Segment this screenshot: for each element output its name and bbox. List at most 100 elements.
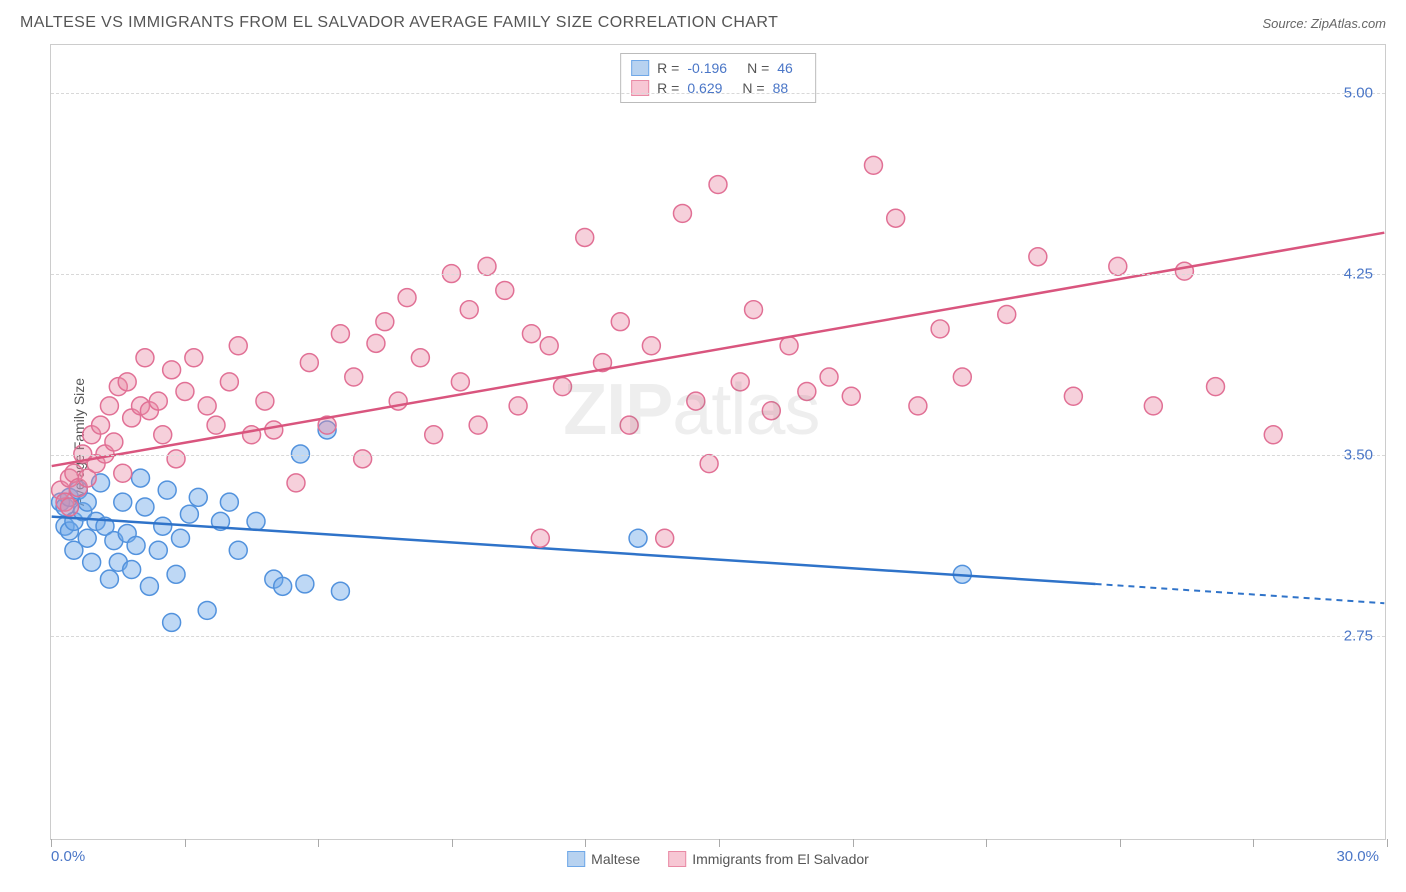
data-point — [163, 613, 181, 631]
stat-n-value: 46 — [777, 60, 793, 76]
data-point — [296, 575, 314, 593]
trend-line — [52, 233, 1385, 466]
data-point — [469, 416, 487, 434]
data-point — [398, 289, 416, 307]
data-point — [140, 577, 158, 595]
data-point — [998, 306, 1016, 324]
legend-swatch — [567, 851, 585, 867]
data-point — [180, 505, 198, 523]
chart-title: MALTESE VS IMMIGRANTS FROM EL SALVADOR A… — [20, 14, 778, 32]
data-point — [620, 416, 638, 434]
data-point — [83, 553, 101, 571]
trend-line — [52, 517, 1096, 584]
data-point — [1264, 426, 1282, 444]
data-point — [540, 337, 558, 355]
data-point — [220, 373, 238, 391]
data-point — [820, 368, 838, 386]
grid-line — [51, 455, 1385, 456]
stat-r-value: -0.196 — [687, 60, 727, 76]
data-point — [78, 529, 96, 547]
data-point — [451, 373, 469, 391]
data-point — [118, 373, 136, 391]
data-point — [554, 378, 572, 396]
data-point — [345, 368, 363, 386]
y-tick-label: 4.25 — [1344, 266, 1373, 283]
stat-r-label: R = — [657, 60, 679, 76]
x-tick-mark — [1253, 839, 1254, 847]
data-point — [656, 529, 674, 547]
data-point — [114, 493, 132, 511]
y-tick-label: 5.00 — [1344, 85, 1373, 102]
data-point — [167, 450, 185, 468]
data-point — [189, 488, 207, 506]
data-point — [185, 349, 203, 367]
data-point — [700, 455, 718, 473]
legend-item: Immigrants from El Salvador — [668, 851, 869, 867]
x-tick-mark — [318, 839, 319, 847]
data-point — [127, 536, 145, 554]
data-point — [367, 334, 385, 352]
data-point — [158, 481, 176, 499]
grid-line — [51, 636, 1385, 637]
data-point — [247, 512, 265, 530]
data-point — [149, 541, 167, 559]
data-point — [1207, 378, 1225, 396]
data-point — [167, 565, 185, 583]
data-point — [154, 426, 172, 444]
data-point — [762, 402, 780, 420]
chart-container: Average Family Size ZIPatlas R =-0.196N … — [50, 44, 1386, 840]
x-tick-mark — [1387, 839, 1388, 847]
data-point — [291, 445, 309, 463]
scatter-plot-svg — [51, 45, 1385, 839]
data-point — [229, 541, 247, 559]
chart-source: Source: ZipAtlas.com — [1262, 16, 1386, 31]
x-tick-mark — [585, 839, 586, 847]
data-point — [953, 368, 971, 386]
data-point — [1109, 257, 1127, 275]
data-point — [780, 337, 798, 355]
chart-header: MALTESE VS IMMIGRANTS FROM EL SALVADOR A… — [0, 0, 1406, 38]
data-point — [172, 529, 190, 547]
x-tick-label-left: 0.0% — [51, 848, 85, 865]
data-point — [673, 204, 691, 222]
stats-row: R =-0.196N =46 — [631, 58, 805, 78]
data-point — [287, 474, 305, 492]
data-point — [198, 601, 216, 619]
data-point — [123, 561, 141, 579]
data-point — [163, 361, 181, 379]
legend-swatch — [668, 851, 686, 867]
x-tick-mark — [1120, 839, 1121, 847]
data-point — [100, 397, 118, 415]
data-point — [887, 209, 905, 227]
correlation-stats-box: R =-0.196N =46R =0.629N =88 — [620, 53, 816, 103]
data-point — [331, 325, 349, 343]
data-point — [176, 382, 194, 400]
x-tick-mark — [452, 839, 453, 847]
data-point — [92, 416, 110, 434]
data-point — [864, 156, 882, 174]
data-point — [274, 577, 292, 595]
chart-legend: MalteseImmigrants from El Salvador — [567, 851, 869, 867]
data-point — [931, 320, 949, 338]
data-point — [687, 392, 705, 410]
data-point — [460, 301, 478, 319]
data-point — [731, 373, 749, 391]
data-point — [709, 176, 727, 194]
data-point — [114, 464, 132, 482]
data-point — [425, 426, 443, 444]
x-tick-mark — [185, 839, 186, 847]
trend-line-dashed — [1096, 584, 1385, 603]
data-point — [198, 397, 216, 415]
data-point — [798, 382, 816, 400]
x-tick-mark — [986, 839, 987, 847]
data-point — [611, 313, 629, 331]
data-point — [149, 392, 167, 410]
stats-row: R =0.629N =88 — [631, 78, 805, 98]
data-point — [642, 337, 660, 355]
x-tick-label-right: 30.0% — [1336, 848, 1379, 865]
data-point — [842, 387, 860, 405]
data-point — [136, 349, 154, 367]
data-point — [331, 582, 349, 600]
data-point — [132, 469, 150, 487]
data-point — [629, 529, 647, 547]
